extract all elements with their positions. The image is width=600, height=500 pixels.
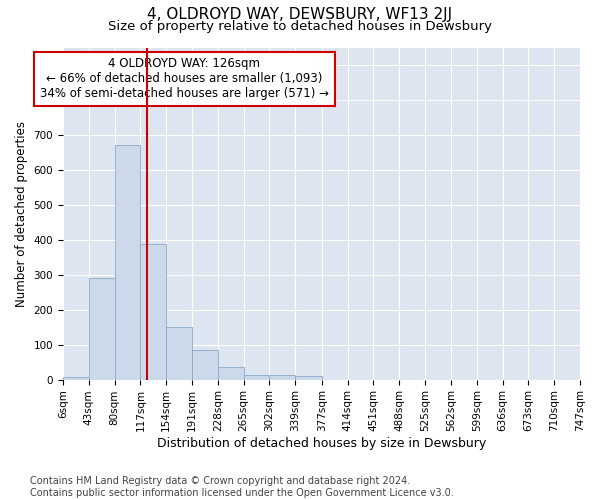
Bar	[63, 377, 89, 380]
Text: Size of property relative to detached houses in Dewsbury: Size of property relative to detached ho…	[108, 20, 492, 33]
X-axis label: Distribution of detached houses by size in Dewsbury: Distribution of detached houses by size …	[157, 437, 486, 450]
Text: 4, OLDROYD WAY, DEWSBURY, WF13 2JJ: 4, OLDROYD WAY, DEWSBURY, WF13 2JJ	[148, 8, 452, 22]
Text: 4 OLDROYD WAY: 126sqm
← 66% of detached houses are smaller (1,093)
34% of semi-d: 4 OLDROYD WAY: 126sqm ← 66% of detached …	[40, 58, 329, 100]
Bar	[115, 144, 140, 380]
Text: Contains HM Land Registry data © Crown copyright and database right 2024.
Contai: Contains HM Land Registry data © Crown c…	[30, 476, 454, 498]
Bar	[166, 327, 192, 380]
Bar	[269, 375, 295, 380]
Bar	[295, 376, 322, 380]
Bar	[140, 244, 166, 380]
Bar	[192, 350, 218, 380]
Bar	[218, 367, 244, 380]
Bar	[244, 375, 269, 380]
Y-axis label: Number of detached properties: Number of detached properties	[15, 120, 28, 306]
Bar	[89, 278, 115, 380]
